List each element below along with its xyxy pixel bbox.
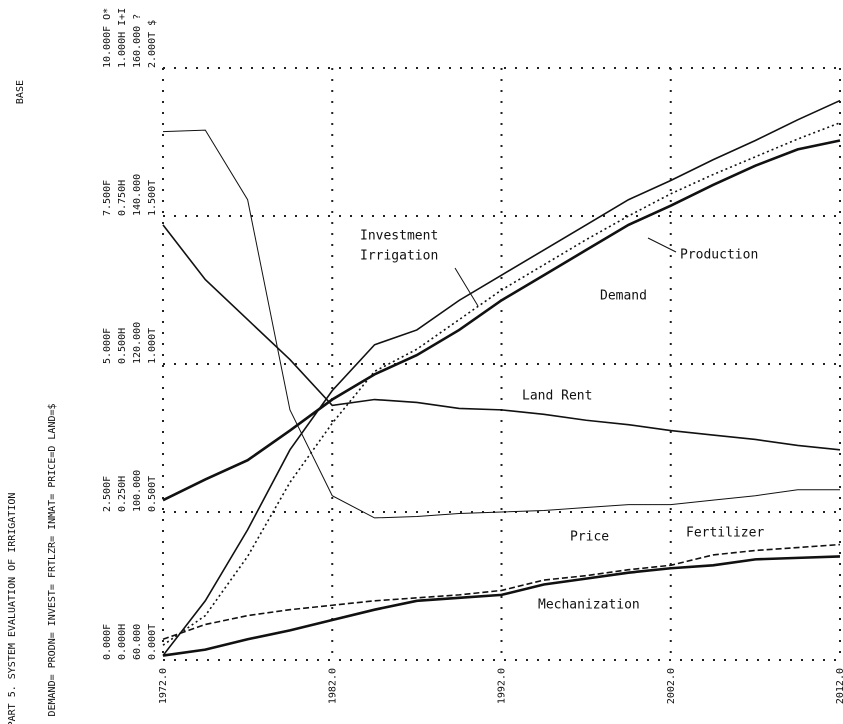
annotation: Irrigation [360,249,438,264]
x-tick-label: 1982.0 [327,668,338,704]
caption: BASE [15,80,26,104]
series-line [162,555,841,657]
y-tick-label: 0.750H [117,180,128,216]
series-line [162,129,840,519]
series-label: Mechanization [538,598,640,613]
y-tick-label: 2.000T $ [147,20,158,68]
series-label: Production [680,248,758,263]
y-tick-label: 140.000 [132,174,143,216]
x-tick-label: 2012.0 [835,668,843,704]
x-tick-label: 1972.0 [158,668,169,704]
x-tick-label: 2002.0 [666,668,677,704]
y-tick-label: 1.000T [147,328,158,364]
series-label: Investment [360,229,438,244]
series-line [162,224,841,451]
y-tick-label: 0.500H [117,328,128,364]
y-tick-label: 120.000 [132,322,143,364]
y-tick-label: 60.000 [132,624,143,660]
series-line [162,139,841,502]
y-tick-label: 100.000 [132,470,143,512]
caption: DEMAND= PRODN= INVEST= FRTLZR= INMAT= PR… [47,403,58,716]
x-tick-label: 1992.0 [497,668,508,704]
y-tick-label: 2.500F [102,476,113,512]
series-label: Fertilizer [686,526,764,541]
y-tick-label: 1.000H I+I [117,8,128,68]
y-tick-label: 160.000 ? [132,14,143,68]
leader-line [647,237,677,253]
series-line [162,99,841,657]
y-tick-label: 0.000F [102,624,113,660]
y-tick-label: 0.250H [117,476,128,512]
y-tick-label: 1.500T [147,180,158,216]
y-tick-label: 0.500T [147,476,158,512]
y-tick-label: 0.000H [117,624,128,660]
y-tick-label: 5.000F [102,328,113,364]
series-line [162,543,841,641]
series-label: Land Rent [522,389,592,404]
leader-line [454,267,479,307]
caption: PART 5. SYSTEM EVALUATION OF IRRIGATION [7,493,18,724]
series-label: Price [570,530,609,545]
y-tick-label: 0.000T [147,624,158,660]
series-line [162,122,841,646]
series-label: Demand [600,289,647,304]
y-tick-label: 7.500F [102,180,113,216]
y-tick-label: 10.000F O* [102,8,113,68]
